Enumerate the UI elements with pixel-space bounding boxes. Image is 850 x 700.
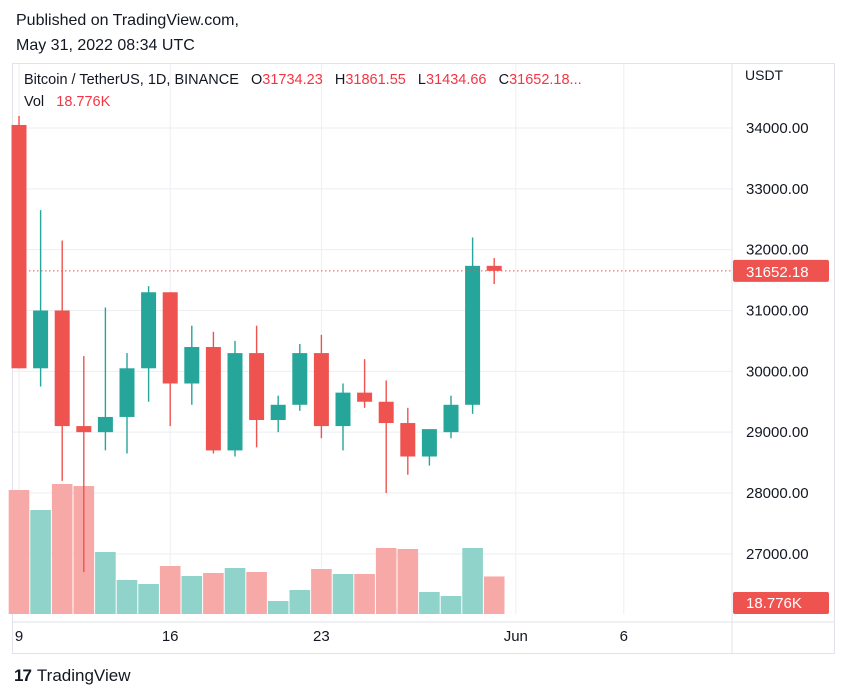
time-tick-label: Jun bbox=[504, 628, 528, 645]
time-tick-label: 9 bbox=[15, 628, 23, 645]
volume-bar bbox=[440, 596, 462, 614]
volume-bar bbox=[483, 576, 505, 614]
volume-row: Vol 18.776K bbox=[24, 91, 582, 113]
candle-body bbox=[11, 124, 27, 369]
tradingview-logo[interactable]: 17 TradingView bbox=[14, 666, 130, 686]
close-value: 31652.18... bbox=[509, 72, 582, 88]
last-price-tag bbox=[733, 259, 829, 282]
volume-bar bbox=[95, 552, 116, 614]
candle-body bbox=[119, 368, 135, 417]
time-tick-label: 16 bbox=[162, 628, 179, 645]
candle-body bbox=[184, 347, 200, 384]
candle-body bbox=[141, 292, 157, 369]
high-label: H bbox=[334, 72, 346, 88]
price-tick-label: 34000.00 bbox=[746, 120, 809, 137]
candle-body bbox=[335, 392, 351, 427]
candle-body bbox=[313, 353, 329, 427]
grid-lines bbox=[13, 64, 732, 614]
candle-body bbox=[249, 353, 265, 420]
volume-label: Vol bbox=[24, 94, 45, 110]
last-volume-label: 18.776K bbox=[746, 595, 802, 612]
candle-body bbox=[357, 392, 373, 402]
volume-bars bbox=[8, 484, 505, 614]
price-axis: 27000.00 28000.00 29000.00 30000.00 31000.00… bbox=[731, 64, 809, 654]
candle-body bbox=[162, 292, 178, 384]
published-date-text: May 31, 2022 08:34 UTC bbox=[16, 37, 195, 54]
candle-body bbox=[76, 426, 92, 433]
candle-body bbox=[33, 310, 49, 369]
volume-bar bbox=[138, 584, 159, 614]
volume-bar bbox=[30, 510, 51, 614]
volume-bar bbox=[419, 592, 440, 614]
chart-legend: Bitcoin / TetherUS, 1D, BINANCE O31734.2… bbox=[24, 69, 582, 113]
last-price-label: 31652.18 bbox=[746, 264, 809, 281]
volume-bar bbox=[289, 590, 311, 614]
open-label: O bbox=[251, 72, 263, 88]
volume-value: 18.776K bbox=[56, 94, 111, 110]
candle-body bbox=[54, 310, 70, 427]
open-value: 31734.23 bbox=[262, 72, 323, 88]
currency-label: USDT bbox=[745, 67, 784, 83]
price-tick-label: 31000.00 bbox=[746, 303, 809, 320]
volume-bar bbox=[116, 580, 138, 614]
candle-body bbox=[421, 429, 437, 457]
price-tick-label: 33000.00 bbox=[746, 181, 809, 198]
low-label: L bbox=[417, 72, 426, 88]
volume-bar bbox=[224, 568, 246, 614]
high-value: 31861.55 bbox=[345, 72, 406, 88]
volume-bar bbox=[159, 566, 181, 614]
price-tick-label: 32000.00 bbox=[746, 242, 809, 259]
candle-body bbox=[292, 353, 308, 405]
volume-bar bbox=[397, 549, 419, 614]
published-on-text: Published on TradingView.com, bbox=[16, 12, 239, 29]
candle-body bbox=[205, 347, 221, 451]
publish-info: Published on TradingView.com, May 31, 20… bbox=[16, 8, 239, 58]
last-price-line: 31652.18 18.776K bbox=[13, 259, 829, 614]
candle-body bbox=[378, 401, 394, 424]
last-volume-tag bbox=[733, 592, 829, 614]
price-tick-label: 29000.00 bbox=[746, 424, 809, 441]
time-tick-label: 23 bbox=[313, 628, 330, 645]
candle-body bbox=[97, 416, 113, 433]
candle-body bbox=[443, 404, 459, 433]
time-axis: 9 16 23 Jun 6 bbox=[13, 621, 835, 645]
tradingview-mark-icon: 17 bbox=[14, 666, 32, 685]
low-value: 31434.66 bbox=[426, 72, 487, 88]
ohlc-row: Bitcoin / TetherUS, 1D, BINANCE O31734.2… bbox=[24, 69, 582, 91]
volume-bar bbox=[246, 572, 267, 614]
candle-body bbox=[270, 404, 286, 420]
price-tick-label: 28000.00 bbox=[746, 485, 809, 502]
volume-bar bbox=[462, 548, 483, 614]
price-tick-label: 27000.00 bbox=[746, 546, 809, 563]
time-tick-label: 6 bbox=[620, 628, 628, 645]
volume-bar bbox=[354, 574, 375, 614]
volume-bar bbox=[203, 573, 224, 614]
volume-bar bbox=[375, 548, 397, 614]
tradingview-brand-text: TradingView bbox=[36, 666, 131, 685]
volume-bar bbox=[311, 569, 332, 614]
close-label: C bbox=[498, 72, 510, 88]
volume-bar bbox=[267, 601, 289, 614]
candles bbox=[11, 115, 502, 573]
candle-body bbox=[486, 265, 502, 271]
candle-body bbox=[400, 423, 416, 457]
volume-bar bbox=[8, 490, 30, 614]
candle-body bbox=[465, 265, 481, 405]
volume-bar bbox=[332, 574, 354, 614]
volume-bar bbox=[51, 484, 73, 614]
price-tick-label: 30000.00 bbox=[746, 363, 809, 380]
candle-body bbox=[227, 353, 243, 451]
volume-bar bbox=[181, 576, 203, 614]
symbol-title[interactable]: Bitcoin / TetherUS, 1D, BINANCE bbox=[24, 72, 239, 88]
